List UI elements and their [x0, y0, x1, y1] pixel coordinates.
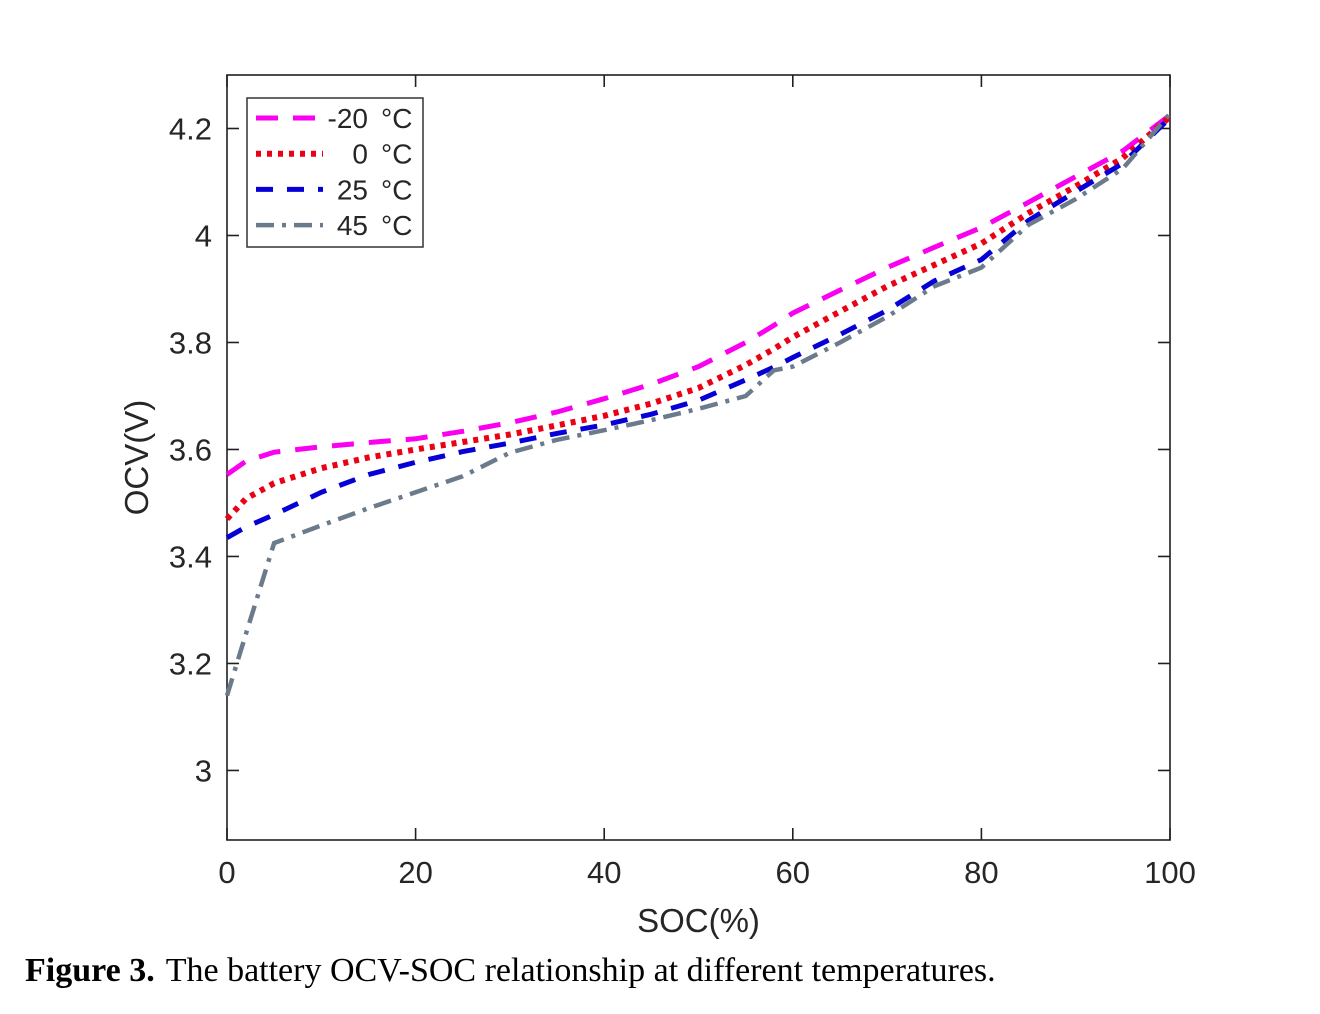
x-tick-label: 100 — [1144, 855, 1196, 890]
ocv-soc-line-chart: 0 20 40 60 80 100 3 3.2 3.4 3.6 3.8 4 4.2 SOC(%) OCV(V… — [118, 74, 1196, 939]
y-tick-label: 3.4 — [169, 539, 212, 574]
x-axis-title: SOC(%) — [637, 902, 760, 939]
figure-caption: Figure 3. The battery OCV-SOC relationshi… — [25, 952, 1305, 990]
y-tick-label: 4 — [195, 218, 212, 253]
x-tick-label: 20 — [398, 855, 432, 890]
series-line-45C — [224, 112, 1172, 697]
y-tick-label: 4.2 — [169, 111, 212, 146]
legend-label-unit: °C — [381, 139, 412, 170]
series-line-0C — [224, 114, 1172, 522]
plot-frame — [226, 74, 1171, 841]
legend-label-unit: °C — [381, 103, 412, 134]
x-tick-label: 60 — [776, 855, 810, 890]
legend-label-number: 45 — [337, 210, 368, 241]
legend-label-number: -20 — [328, 103, 368, 134]
y-tick-label: 3 — [195, 753, 212, 788]
legend-label-number: 25 — [337, 174, 368, 205]
y-tick-label: 3.2 — [169, 646, 212, 681]
y-tick-label: 3.8 — [169, 325, 212, 360]
series-line--20C — [225, 113, 1172, 477]
legend-label-number: 0 — [352, 139, 368, 170]
legend-label-unit: °C — [381, 210, 412, 241]
y-tick-label: 3.6 — [169, 432, 212, 467]
y-axis-title: OCV(V) — [118, 400, 155, 516]
legend-box — [246, 97, 424, 248]
figure-caption-text: The battery OCV-SOC relationship at diff… — [165, 952, 996, 989]
series-line-25C — [225, 116, 1172, 540]
x-tick-label: 40 — [587, 855, 621, 890]
x-tick-label: 80 — [964, 855, 998, 890]
figure-caption-label: Figure 3. — [25, 952, 155, 989]
x-tick-label: 0 — [218, 855, 235, 890]
legend-label-unit: °C — [381, 174, 412, 205]
